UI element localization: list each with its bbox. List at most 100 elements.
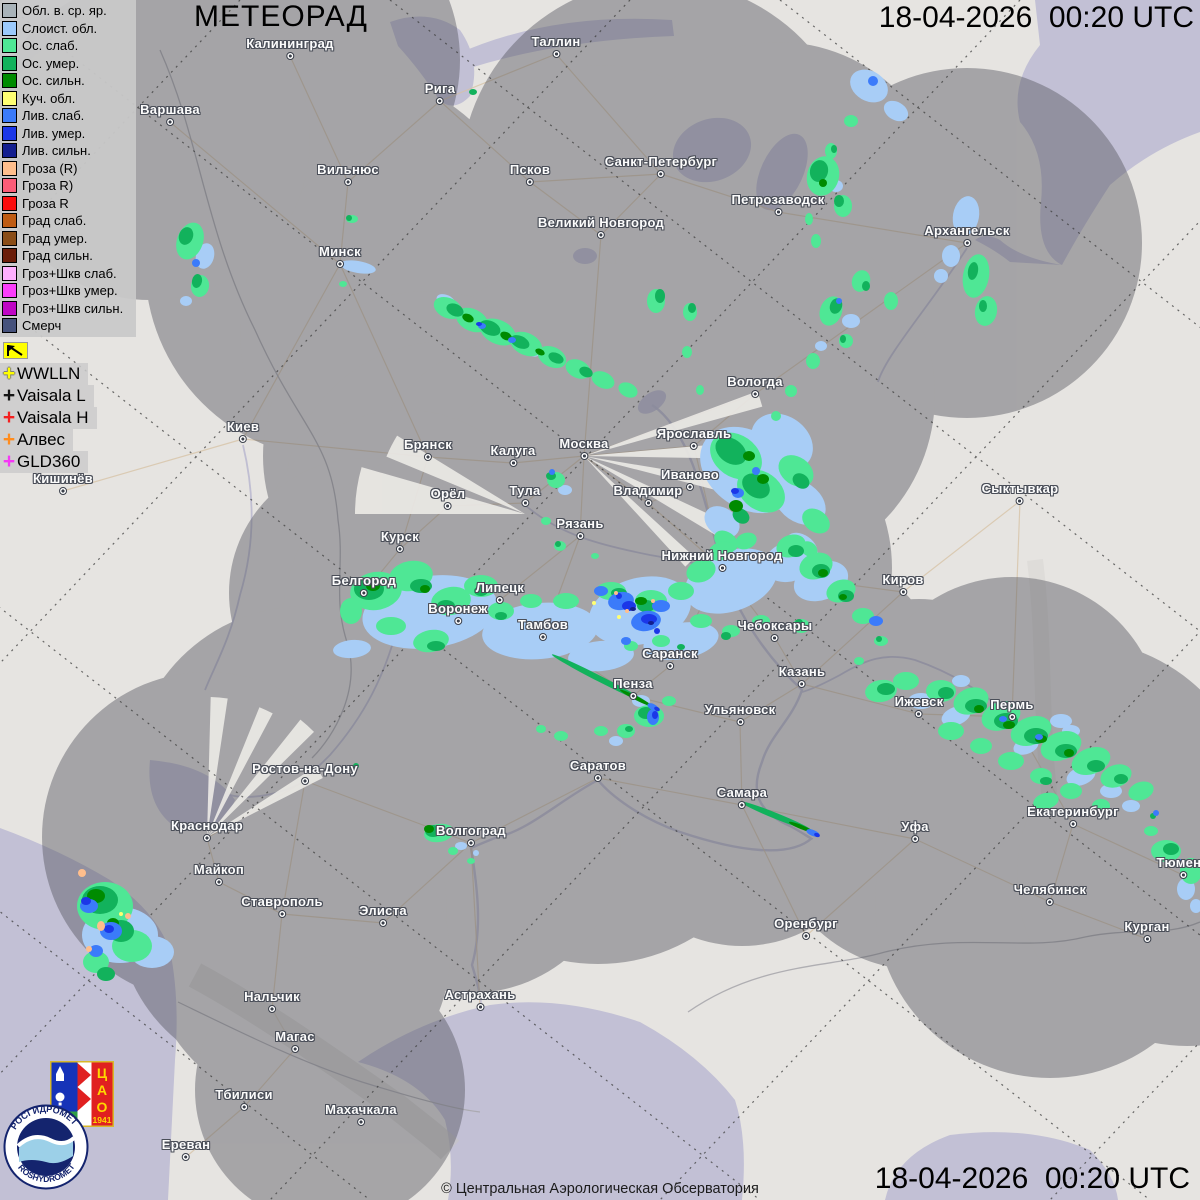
legend-swatch [2,143,17,159]
road-line [741,804,916,840]
precip-cell-g2 [792,473,810,489]
precip-cell-g1 [682,346,692,358]
lightning-cross-icon: + [2,362,16,385]
gulf-of-riga [390,16,475,106]
lightning-cross-icon: + [2,384,16,407]
precip-cell-b1 [89,945,103,957]
road-line [801,683,920,715]
precip-cell-g3 [743,451,755,461]
precip-cell-g3 [839,594,847,600]
kama-river [801,655,1013,718]
legend-label: Куч. обл. [22,90,76,106]
road-line [470,777,599,844]
precip-cell-g1 [970,738,992,754]
precip-cell-lb [883,100,909,122]
legend-label: Гроз+Шкв слаб. [22,265,117,281]
precip-cell-lb [643,622,719,660]
radar-coverage-circle [150,805,450,1105]
lightning-cross-icon: + [2,406,16,429]
cao-flag-logo: Ц А О 1941 [50,1061,114,1127]
precip-cell-g1 [805,213,813,225]
precip-cell-g2 [877,683,895,695]
precip-cell-g2 [555,541,561,547]
legend-label: Ос. слаб. [22,38,79,54]
cao-letter: А [97,1082,107,1098]
legend-item: Град умер. [2,230,136,248]
legend-label: Смерч [22,318,62,334]
precip-cell-g2 [979,300,987,312]
precip-cell-g2 [346,215,352,221]
precip-cell-g1 [594,726,608,736]
precip-cell-g2 [437,600,455,612]
roshydromet-logo: РОСГИДРОМЕТ ROSHYDROMET [3,1104,89,1190]
precip-cell-g1 [541,517,551,525]
precip-cell-g1 [617,724,635,738]
radar-coverage-circle [888,639,1200,1009]
road-line [218,881,283,915]
precip-cell-o [78,869,86,877]
precip-cell-g3 [635,597,647,605]
precip-cell-g1 [1033,792,1059,810]
precip-cell-g1 [591,371,615,389]
road-line [206,837,220,883]
precip-cell-b1 [1035,734,1043,740]
precip-cell-b3 [648,621,654,625]
precip-cell-lb [942,245,960,267]
precip-cell-g3 [729,500,743,512]
precip-cell-g1 [554,731,568,741]
precip-cell-g1 [553,593,579,609]
precip-cell-g2 [1163,843,1179,855]
road-line [579,455,585,537]
legend-item: Град слаб. [2,212,136,230]
precip-cell-lb [815,341,827,351]
legend-swatch [2,283,17,299]
precip-cell-lb [1100,784,1122,798]
road-line [647,502,723,569]
precip-cell-b1 [869,616,883,626]
road-line [555,53,662,175]
precip-cell-g1 [340,598,362,624]
volga-river-upper [651,403,814,840]
road-line [427,456,514,464]
rocket-icon [56,1066,64,1081]
lightning-source: + WWLLN [0,362,89,385]
precip-cell-g2 [191,274,203,288]
caucasus-mountains [188,963,460,1160]
precip-cell-b1 [192,259,200,267]
precip-cell-g1 [752,615,770,627]
precip-cell-g1 [83,951,109,973]
lightning-cross-icon: + [2,428,16,451]
caspian-sea-east [885,1132,1118,1200]
precip-cell-g2 [548,352,564,364]
legend-label: Гроза R [22,195,69,211]
radar-coverage-circle [120,0,460,230]
precip-cell-lb [908,693,934,709]
road-line [439,100,531,183]
road-line [647,486,691,504]
precip-cell-o [97,921,105,931]
white-sea [975,0,1200,265]
precip-cell-g3 [788,821,814,833]
precip-cell-g1 [884,292,898,310]
precip-cell-b2 [654,628,660,634]
precip-cell-g2 [840,335,846,343]
legend-swatch [2,265,17,281]
precip-cell-g2 [474,586,488,596]
volga-river-lower [469,778,813,1006]
precip-cell-o [625,609,629,613]
legend-swatch [2,125,17,141]
precip-cell-b2 [814,832,820,838]
radar-coverage-circle [460,0,860,380]
precip-cell-b2 [641,614,657,624]
don-river [229,624,399,798]
road-line [801,591,904,685]
legend-swatch [2,160,17,176]
precip-cell-g1 [708,541,734,561]
copyright-text: © Центральная Аэрологическая Обсерватори… [441,1181,759,1197]
precip-cell-lb [568,640,634,672]
legend-item: Гроз+Шкв умер. [2,282,136,300]
legend-swatch [2,20,17,36]
precip-cell-g1 [696,385,704,395]
precip-cell-g1 [771,411,781,421]
